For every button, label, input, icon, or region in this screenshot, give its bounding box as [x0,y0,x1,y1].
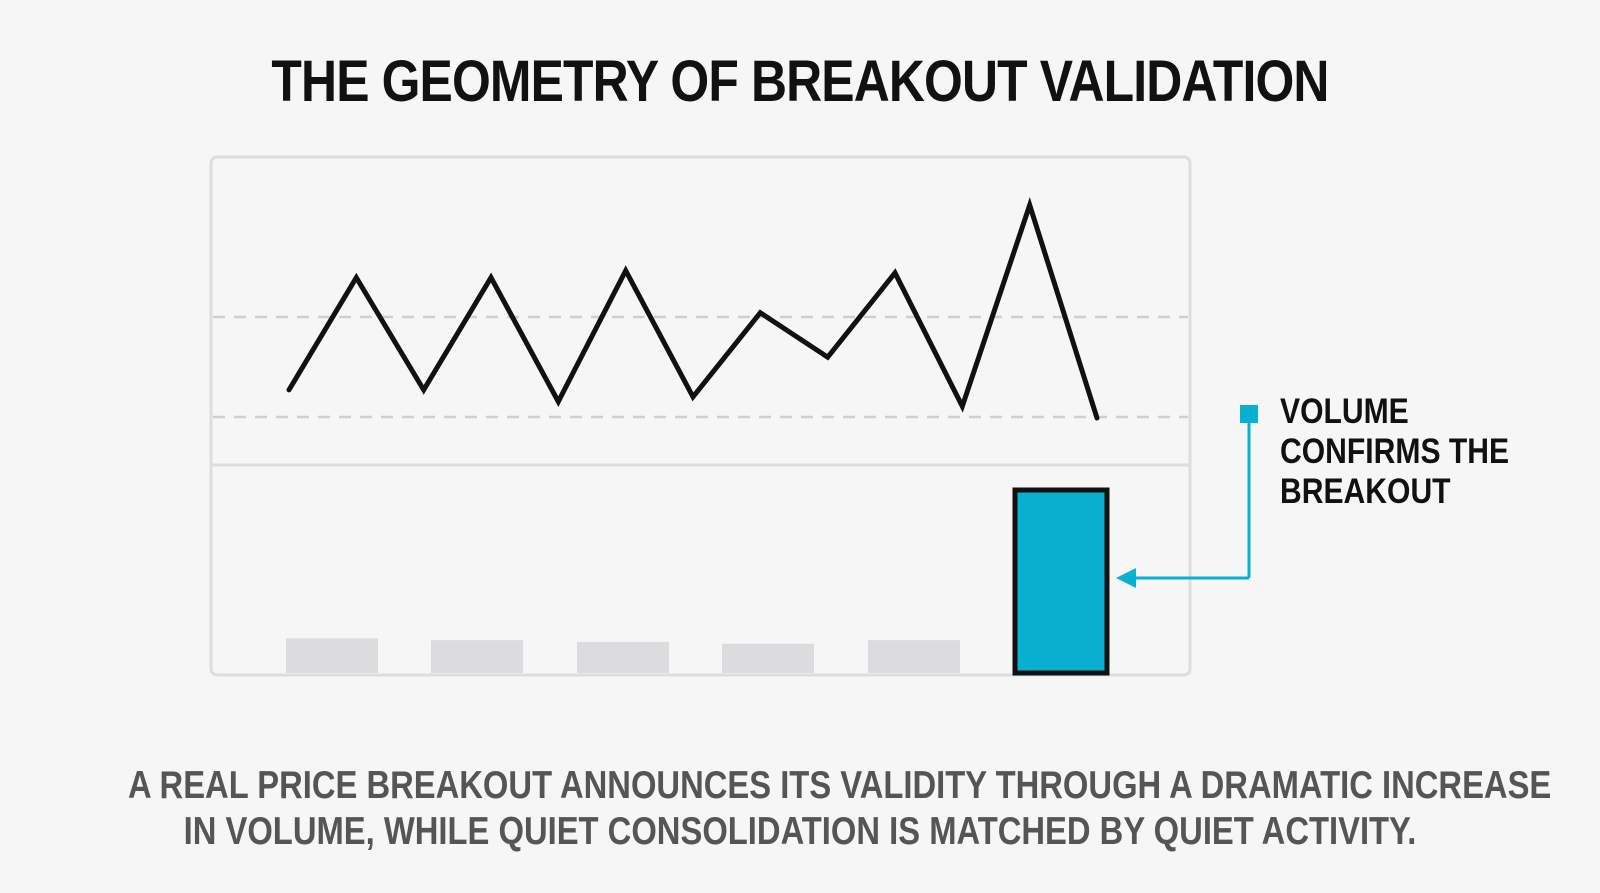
caption: A REAL PRICE BREAKOUT ANNOUNCES ITS VALI… [128,763,1552,855]
callout-arrowhead-icon [1116,568,1136,588]
volume-bar [431,640,523,673]
volume-bar [286,638,378,673]
volume-bars [286,487,1110,676]
volume-bar [722,643,814,673]
breakout-volume-bar [1012,487,1110,676]
volume-bar [868,640,960,673]
callout-line: VOLUME [1280,392,1409,431]
caption-line: A REAL PRICE BREAKOUT ANNOUNCES ITS VALI… [128,764,1552,807]
volume-bar [577,641,669,673]
volume-callout: VOLUME CONFIRMS THE BREAKOUT [1280,392,1509,512]
caption-line: IN VOLUME, WHILE QUIET CONSOLIDATION IS … [183,810,1417,853]
callout-marker [1240,405,1258,423]
price-line [286,197,1100,421]
callout-line: CONFIRMS THE [1280,432,1510,471]
chart-frame [209,155,1192,677]
callout-line: BREAKOUT [1280,472,1451,511]
page-title: THE GEOMETRY OF BREAKOUT VALIDATION [271,49,1329,114]
